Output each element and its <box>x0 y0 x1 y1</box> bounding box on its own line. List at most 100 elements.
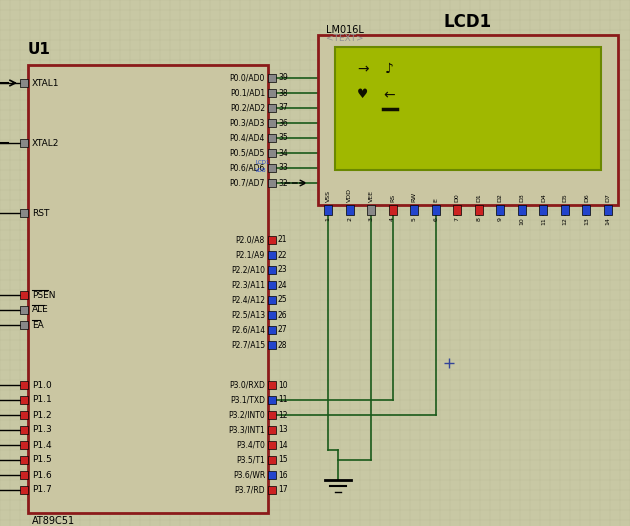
Text: P3.1/TXD: P3.1/TXD <box>230 396 265 404</box>
Text: U1: U1 <box>28 42 51 57</box>
Text: P1.5: P1.5 <box>32 456 52 464</box>
Text: 13: 13 <box>584 217 589 225</box>
Text: 35: 35 <box>278 134 288 143</box>
Bar <box>268 179 276 187</box>
Text: VEE: VEE <box>369 190 374 202</box>
Text: RW: RW <box>411 192 416 202</box>
Text: <TEXT>: <TEXT> <box>326 34 364 43</box>
Bar <box>268 164 276 172</box>
Text: P2.5/A13: P2.5/A13 <box>231 310 265 319</box>
Text: P0.0/AD0: P0.0/AD0 <box>229 74 265 83</box>
Bar <box>268 119 276 127</box>
Bar <box>268 104 276 112</box>
Text: P1.7: P1.7 <box>32 485 52 494</box>
Text: VSS: VSS <box>326 190 331 202</box>
Text: 38: 38 <box>278 88 288 97</box>
Text: 21: 21 <box>278 236 287 245</box>
Text: 8: 8 <box>476 217 481 221</box>
Text: 13: 13 <box>278 426 288 434</box>
Text: D6: D6 <box>584 193 589 202</box>
Bar <box>268 341 276 349</box>
Bar <box>367 205 375 215</box>
Text: P1.2: P1.2 <box>32 410 52 420</box>
Bar <box>20 486 28 494</box>
Text: ALE: ALE <box>32 306 49 315</box>
Bar <box>539 205 547 215</box>
Text: 28: 28 <box>278 340 287 349</box>
Bar <box>268 149 276 157</box>
Bar <box>20 396 28 404</box>
Bar <box>518 205 526 215</box>
Text: P0.6/AD6: P0.6/AD6 <box>229 164 265 173</box>
Text: VDB: VDB <box>255 167 266 173</box>
Text: E: E <box>433 198 438 202</box>
Text: 6: 6 <box>433 217 438 221</box>
Text: P0.1/AD1: P0.1/AD1 <box>230 88 265 97</box>
Text: 1: 1 <box>326 217 331 221</box>
Bar <box>20 456 28 464</box>
Bar <box>20 291 28 299</box>
Text: EA: EA <box>32 320 43 329</box>
Text: LCD1: LCD1 <box>255 159 270 165</box>
Text: 27: 27 <box>278 326 288 335</box>
Text: P3.4/T0: P3.4/T0 <box>236 440 265 450</box>
Text: XTAL1: XTAL1 <box>32 78 59 87</box>
Text: LCD1: LCD1 <box>444 13 492 31</box>
Text: 10: 10 <box>519 217 524 225</box>
Text: VDD: VDD <box>347 188 352 202</box>
Bar <box>20 381 28 389</box>
Bar <box>318 35 618 205</box>
Bar <box>268 471 276 479</box>
Bar <box>268 74 276 82</box>
Text: 15: 15 <box>278 456 288 464</box>
Text: 10: 10 <box>278 380 288 389</box>
Text: 32: 32 <box>278 178 288 187</box>
Text: D5: D5 <box>563 193 568 202</box>
Bar <box>410 205 418 215</box>
Bar <box>20 306 28 314</box>
Text: D4: D4 <box>541 193 546 202</box>
Text: 4: 4 <box>390 217 395 221</box>
Text: P0.4/AD4: P0.4/AD4 <box>229 134 265 143</box>
Bar <box>20 209 28 217</box>
Text: 22: 22 <box>278 250 287 259</box>
Bar <box>20 441 28 449</box>
Text: P0.2/AD2: P0.2/AD2 <box>230 104 265 113</box>
Text: RS: RS <box>390 194 395 202</box>
Bar <box>604 205 612 215</box>
Bar <box>345 205 353 215</box>
Bar <box>496 205 504 215</box>
Text: PSEN: PSEN <box>32 290 55 299</box>
Bar <box>268 281 276 289</box>
Bar <box>268 236 276 244</box>
Text: 3: 3 <box>369 217 374 221</box>
Text: P0.3/AD3: P0.3/AD3 <box>229 118 265 127</box>
Bar <box>453 205 461 215</box>
Text: LM016L: LM016L <box>326 25 364 35</box>
Text: →: → <box>357 62 369 76</box>
Text: 2: 2 <box>347 217 352 221</box>
Text: P3.0/RXD: P3.0/RXD <box>229 380 265 389</box>
Text: P3.7/RD: P3.7/RD <box>234 485 265 494</box>
Text: P0.5/AD5: P0.5/AD5 <box>229 148 265 157</box>
Text: D3: D3 <box>519 193 524 202</box>
Bar <box>20 321 28 329</box>
Bar <box>268 326 276 334</box>
Text: P3.3/INT1: P3.3/INT1 <box>228 426 265 434</box>
Bar <box>324 205 332 215</box>
Text: 39: 39 <box>278 74 288 83</box>
Bar <box>432 205 440 215</box>
Text: 12: 12 <box>278 410 287 420</box>
Bar <box>389 205 397 215</box>
Bar <box>268 381 276 389</box>
Text: D0: D0 <box>455 193 460 202</box>
Bar <box>335 47 601 170</box>
Text: 11: 11 <box>541 217 546 225</box>
Bar <box>268 411 276 419</box>
Bar <box>268 486 276 494</box>
Text: 23: 23 <box>278 266 288 275</box>
Bar <box>20 79 28 87</box>
Bar <box>20 411 28 419</box>
Bar <box>20 426 28 434</box>
Text: D1: D1 <box>476 193 481 202</box>
